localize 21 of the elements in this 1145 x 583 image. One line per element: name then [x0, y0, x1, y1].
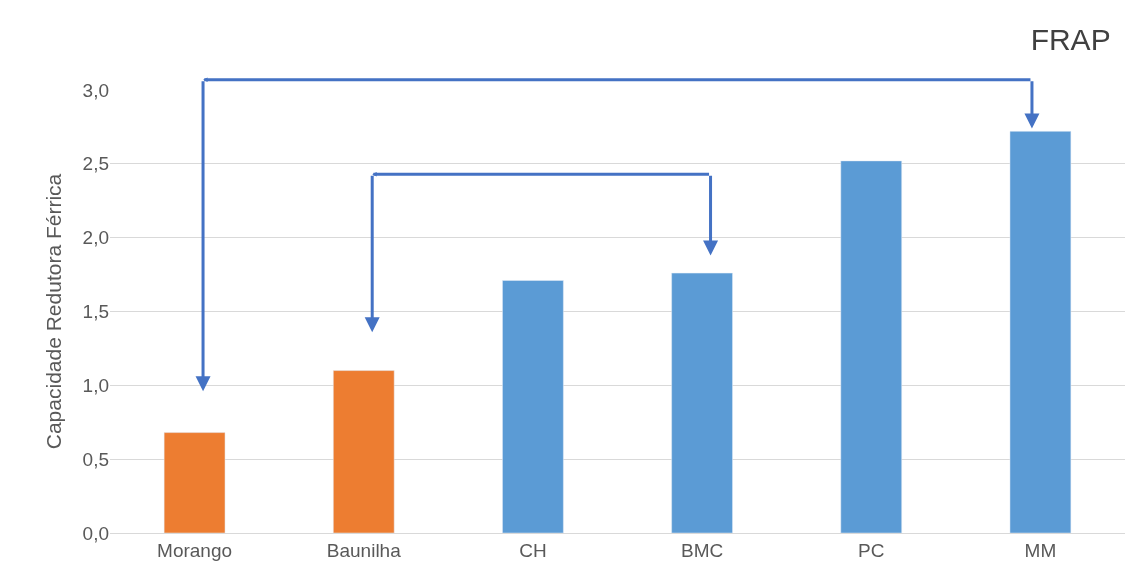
x-tick-label: MM	[1024, 539, 1057, 561]
y-tick-label: 2,5	[82, 153, 109, 175]
y-tick-label: 1,0	[82, 374, 109, 396]
bar	[1009, 131, 1072, 533]
x-tick-label: CH	[519, 539, 547, 561]
y-tick-label: 1,5	[82, 301, 109, 323]
x-tick-label: BMC	[680, 539, 724, 561]
y-axis-title: Capacidade Redutora Férrica	[41, 173, 65, 450]
bar	[671, 272, 733, 533]
x-tick-label: Baunilha	[326, 539, 402, 561]
chart-title: FRAP	[1030, 23, 1111, 57]
y-tick-label: 3,0	[82, 79, 109, 101]
x-tick-label: PC	[858, 539, 885, 561]
y-tick-label: 0,0	[82, 522, 109, 544]
bar	[163, 432, 226, 533]
bar	[502, 280, 564, 533]
y-tick-label: 0,5	[82, 448, 109, 470]
x-tick-label: Morango	[157, 539, 233, 561]
bar	[333, 370, 395, 533]
y-tick-label: 2,0	[82, 227, 109, 249]
bar	[840, 160, 902, 533]
